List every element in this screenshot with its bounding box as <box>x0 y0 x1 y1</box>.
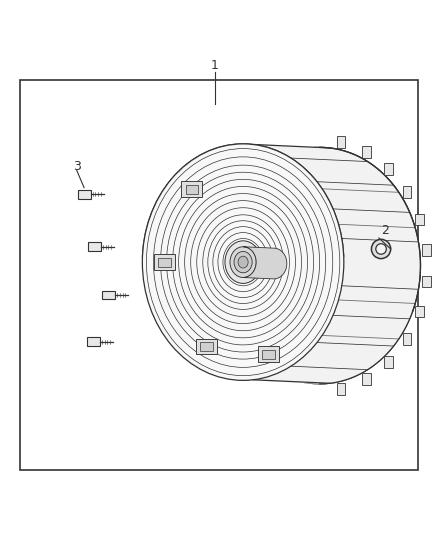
Ellipse shape <box>219 147 420 384</box>
FancyBboxPatch shape <box>403 334 411 345</box>
Text: 2: 2 <box>381 224 389 237</box>
Text: 3: 3 <box>73 160 81 173</box>
FancyBboxPatch shape <box>422 276 431 287</box>
FancyBboxPatch shape <box>200 342 212 351</box>
FancyBboxPatch shape <box>403 187 411 198</box>
FancyBboxPatch shape <box>186 185 198 193</box>
FancyBboxPatch shape <box>258 346 279 362</box>
Text: 1: 1 <box>211 59 219 71</box>
FancyBboxPatch shape <box>385 357 393 368</box>
Bar <box>102 290 115 300</box>
Ellipse shape <box>230 247 256 278</box>
FancyBboxPatch shape <box>154 254 175 270</box>
FancyBboxPatch shape <box>181 181 202 197</box>
Bar <box>78 190 91 199</box>
Ellipse shape <box>371 239 391 259</box>
FancyBboxPatch shape <box>196 338 217 354</box>
FancyBboxPatch shape <box>385 164 393 175</box>
Ellipse shape <box>234 252 252 273</box>
FancyBboxPatch shape <box>362 147 371 158</box>
FancyBboxPatch shape <box>337 383 346 395</box>
Ellipse shape <box>225 241 261 284</box>
Polygon shape <box>243 144 420 384</box>
Ellipse shape <box>376 244 386 254</box>
Ellipse shape <box>142 144 344 381</box>
FancyBboxPatch shape <box>337 136 346 148</box>
FancyBboxPatch shape <box>262 350 275 359</box>
Polygon shape <box>243 247 287 279</box>
Bar <box>88 243 101 251</box>
Bar <box>87 337 100 346</box>
FancyBboxPatch shape <box>415 306 424 317</box>
FancyBboxPatch shape <box>415 214 424 225</box>
FancyBboxPatch shape <box>422 244 431 256</box>
Bar <box>20 80 418 470</box>
FancyBboxPatch shape <box>362 374 371 385</box>
Ellipse shape <box>238 256 248 268</box>
FancyBboxPatch shape <box>159 258 171 266</box>
